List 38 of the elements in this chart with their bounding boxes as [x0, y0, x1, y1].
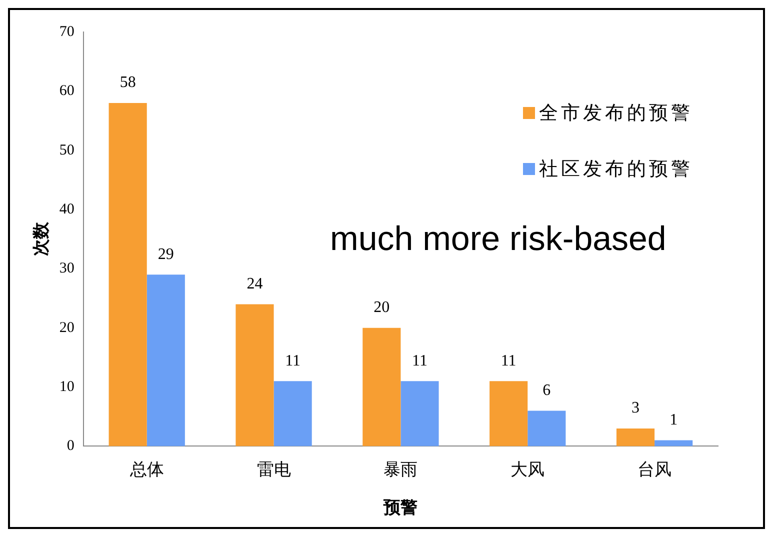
bar [400, 381, 439, 446]
y-axis-title: 次数 [32, 221, 51, 256]
data-label: 58 [120, 74, 136, 92]
y-tick-label: 60 [59, 83, 74, 100]
x-tick-label: 总体 [128, 460, 164, 479]
bar [528, 410, 566, 446]
data-label: 11 [412, 352, 428, 370]
data-label: 29 [158, 246, 174, 263]
legend-label: 社区发布的预警 [539, 157, 693, 182]
x-tick-label: 雷电 [256, 460, 291, 479]
data-label: 11 [500, 352, 516, 370]
y-tick-label: 20 [59, 320, 74, 336]
y-tick-label: 40 [59, 201, 74, 218]
bar [236, 304, 274, 446]
x-tick-label: 台风 [638, 460, 672, 479]
y-tick-label: 10 [59, 378, 74, 395]
bar [362, 328, 401, 446]
annotation: much more risk-based [330, 220, 666, 259]
x-tick-label: 大风 [510, 460, 545, 479]
data-label: 6 [542, 382, 551, 399]
y-tick-label: 30 [59, 260, 74, 277]
data-label: 20 [374, 299, 390, 316]
legend-label: 全市发布的预警 [539, 101, 693, 126]
y-tick-label: 0 [66, 438, 74, 454]
data-label: 24 [246, 275, 263, 292]
bar [616, 428, 655, 446]
bar [146, 274, 185, 446]
bar [274, 381, 312, 446]
y-tick-label: 70 [59, 24, 74, 40]
x-tick-label: 暴雨 [384, 460, 418, 479]
y-tick-label: 50 [59, 142, 74, 158]
bar [654, 440, 693, 446]
bar [108, 103, 147, 446]
data-label: 1 [670, 411, 678, 428]
data-label: 11 [285, 352, 301, 370]
data-label: 3 [632, 400, 640, 417]
bar [490, 381, 528, 446]
x-axis-title: 预警 [382, 498, 418, 518]
